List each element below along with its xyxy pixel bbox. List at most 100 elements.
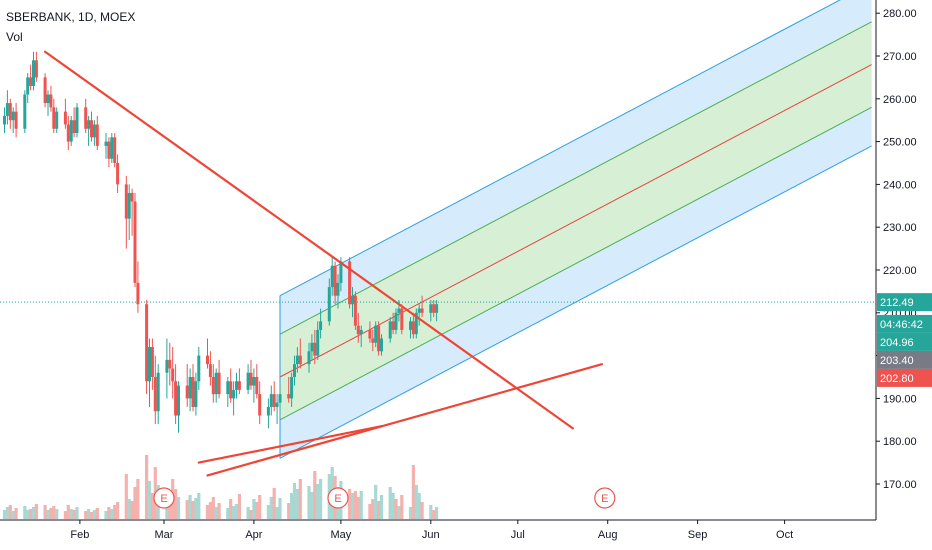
candle bbox=[66, 115, 70, 151]
trendlines[interactable] bbox=[43, 50, 604, 477]
volume-bar bbox=[226, 508, 230, 519]
volume-bar bbox=[400, 495, 404, 519]
candle bbox=[429, 299, 433, 322]
x-tick-label: May bbox=[331, 529, 352, 541]
candle-body bbox=[87, 120, 91, 129]
volume-bar bbox=[72, 510, 76, 519]
chart-title: SBERBANK, 1D, MOEX bbox=[6, 10, 135, 24]
candle bbox=[32, 51, 35, 91]
time-axis[interactable]: Feb Mar Apr May Jun Jul Aug Sep Oct bbox=[70, 520, 793, 541]
volume-bar bbox=[432, 510, 436, 519]
candle bbox=[145, 299, 149, 395]
candle bbox=[87, 115, 91, 146]
candle-body bbox=[310, 342, 314, 352]
trendline-ascending-2[interactable] bbox=[206, 363, 604, 477]
volume-bar bbox=[176, 497, 181, 519]
candle-body bbox=[92, 124, 96, 138]
candle-body bbox=[84, 107, 88, 129]
candle-body bbox=[359, 329, 363, 335]
earnings-circle bbox=[327, 487, 349, 509]
y-tick-label: 180.00 bbox=[883, 436, 917, 448]
pitchfork-upper-line[interactable] bbox=[279, 0, 872, 297]
y-tick-label: 190.00 bbox=[883, 393, 917, 405]
volume-bar bbox=[205, 505, 210, 519]
candle-body bbox=[197, 355, 201, 382]
candle-body bbox=[269, 394, 273, 407]
candle bbox=[107, 137, 111, 168]
candle-body bbox=[49, 94, 53, 108]
candle-body bbox=[148, 347, 151, 382]
candle-body bbox=[353, 295, 357, 326]
y-tick-label: 240.00 bbox=[883, 179, 917, 191]
volume-bar bbox=[104, 511, 108, 519]
y-tick-label: 260.00 bbox=[883, 94, 917, 106]
candle-body bbox=[252, 377, 256, 386]
pitchfork-inner-lower-line[interactable] bbox=[279, 106, 872, 421]
price-badge-label: 204.96 bbox=[880, 337, 914, 349]
candle-body bbox=[55, 111, 59, 129]
earnings-circle bbox=[153, 487, 175, 509]
candle bbox=[380, 334, 383, 356]
volume-bar bbox=[211, 497, 215, 519]
candle-body bbox=[377, 325, 381, 352]
candle-body bbox=[388, 321, 392, 339]
candle bbox=[266, 398, 270, 429]
candle bbox=[26, 73, 30, 104]
candle bbox=[432, 299, 436, 318]
earnings-marker[interactable]: E bbox=[594, 487, 616, 509]
volume-bar bbox=[319, 479, 323, 519]
price-badge: 212.49 bbox=[877, 293, 932, 312]
candle-body bbox=[411, 321, 415, 335]
candle bbox=[394, 308, 398, 335]
candle bbox=[359, 325, 363, 348]
candle bbox=[235, 372, 238, 399]
volume-bar bbox=[133, 487, 137, 519]
candle bbox=[295, 347, 299, 373]
volume-bar bbox=[388, 487, 392, 519]
candle-body bbox=[394, 312, 398, 330]
candle bbox=[206, 338, 209, 369]
volume-bar bbox=[359, 491, 363, 519]
volume-bar bbox=[95, 508, 99, 519]
candle-body bbox=[156, 372, 160, 412]
candle bbox=[43, 73, 47, 108]
volume-bar bbox=[8, 505, 12, 519]
volume-bar bbox=[252, 499, 256, 519]
candle-body bbox=[29, 77, 33, 86]
candle-body bbox=[327, 287, 331, 322]
candle bbox=[171, 347, 175, 399]
volume-bar bbox=[69, 509, 73, 519]
candle-body bbox=[414, 312, 418, 335]
pitchfork-inner-upper-line[interactable] bbox=[279, 21, 872, 335]
x-tick-label: Jun bbox=[422, 529, 440, 541]
earnings-label: E bbox=[601, 493, 608, 505]
candle bbox=[319, 308, 323, 339]
earnings-marker[interactable]: E bbox=[153, 487, 175, 509]
pitchfork-lower-line[interactable] bbox=[279, 145, 872, 459]
y-tick-label: 220.00 bbox=[883, 265, 917, 277]
price-badge-label: 202.80 bbox=[880, 373, 914, 385]
volume-bar bbox=[429, 505, 433, 519]
price-badge-bg bbox=[877, 293, 932, 312]
candle-body bbox=[52, 107, 56, 129]
candle bbox=[255, 364, 259, 399]
candle bbox=[327, 278, 331, 326]
volume-bar bbox=[307, 486, 311, 519]
candle bbox=[414, 308, 418, 339]
trendline-ascending-1[interactable] bbox=[197, 425, 383, 464]
price-badge: 202.80 bbox=[877, 368, 932, 387]
earnings-marker[interactable]: E bbox=[327, 487, 349, 509]
candle-body bbox=[409, 321, 412, 330]
pitchfork[interactable] bbox=[279, 0, 872, 459]
volume-bar bbox=[66, 505, 70, 519]
volume-bar bbox=[185, 500, 189, 519]
candle-body bbox=[293, 364, 296, 377]
trendline-descending[interactable] bbox=[43, 50, 575, 430]
volume-bar bbox=[110, 509, 114, 519]
volume-bar bbox=[292, 483, 297, 519]
candle-body bbox=[206, 355, 209, 365]
candle bbox=[34, 51, 38, 82]
volume-indicator-label: Vol bbox=[6, 30, 23, 44]
